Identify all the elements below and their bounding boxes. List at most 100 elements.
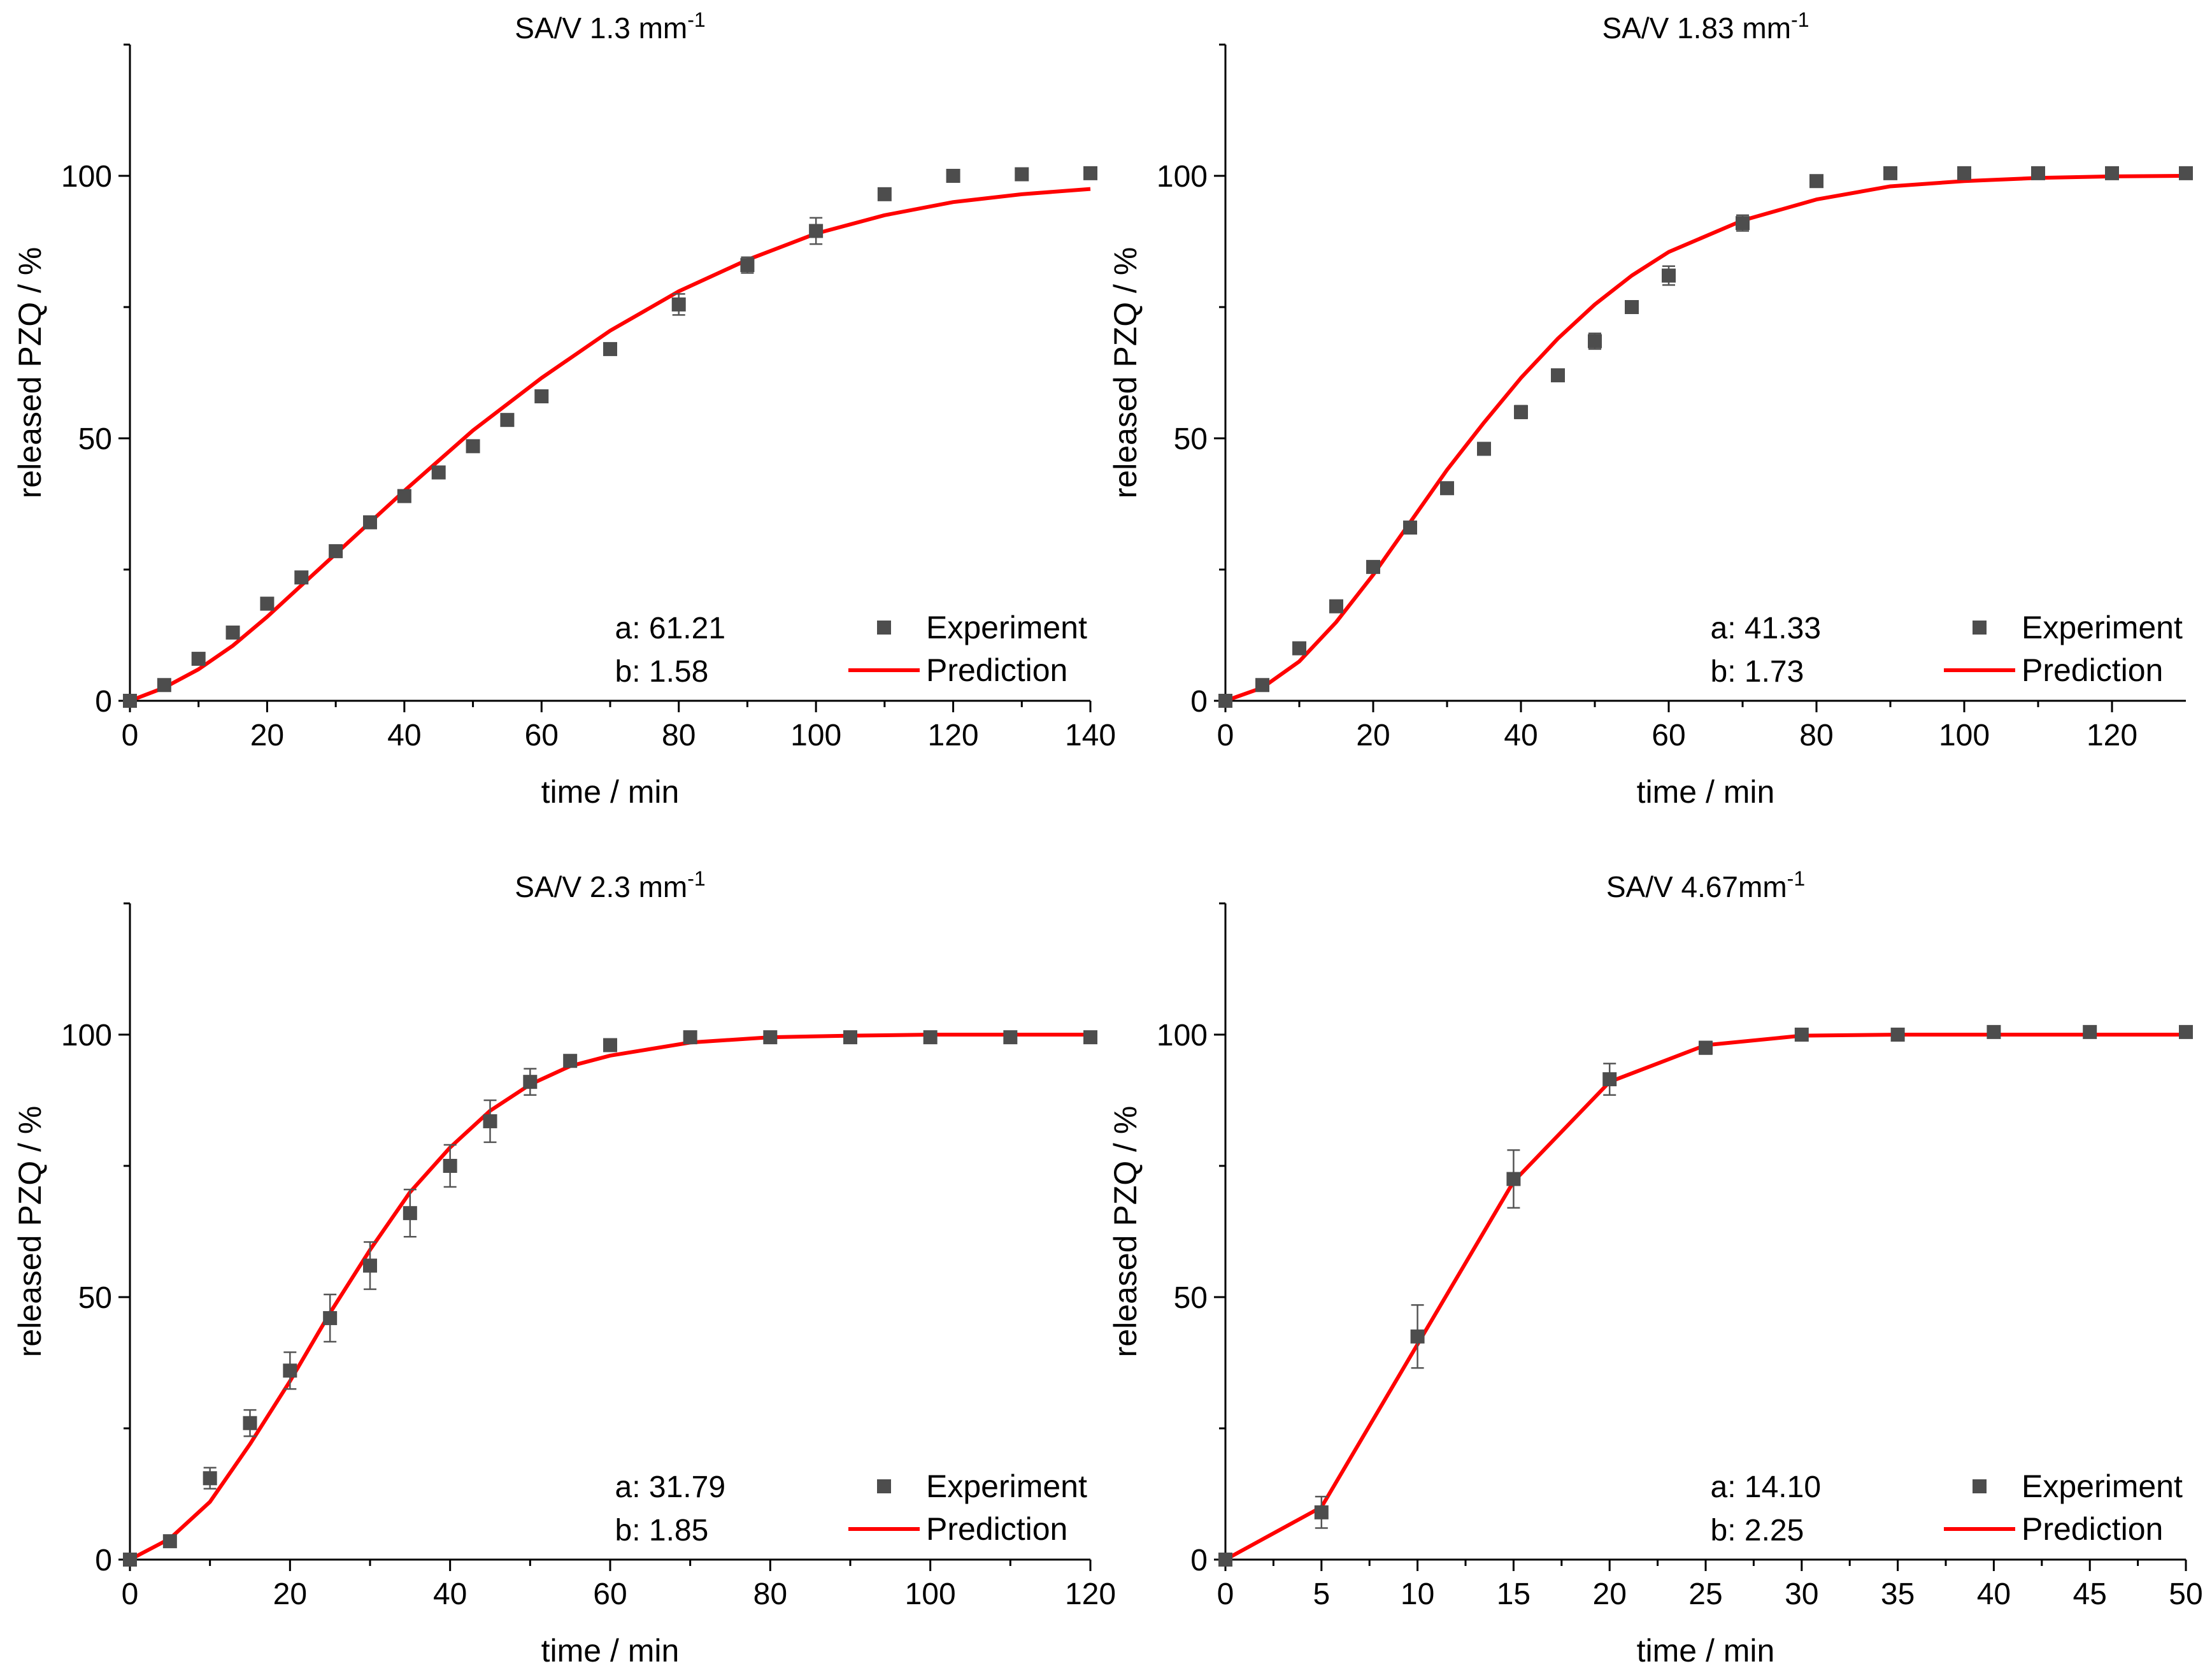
experiment-point (2105, 166, 2119, 180)
legend-experiment-label: Experiment (926, 610, 1087, 645)
experiment-point (1218, 1553, 1232, 1567)
experiment-point (946, 169, 960, 183)
experiment-point (500, 413, 515, 427)
experiment-point (403, 1206, 417, 1221)
experiment-point (1292, 641, 1306, 656)
y-tick-label: 50 (78, 1281, 112, 1315)
experiment-point (1883, 166, 1897, 180)
experiment-point (1794, 1028, 1809, 1042)
experiment-point (523, 1075, 538, 1089)
experiment-point (1809, 174, 1823, 189)
annotation-b: b: 1.85 (615, 1514, 709, 1547)
prediction-line (1224, 174, 2187, 703)
x-axis-label: time / min (541, 1633, 680, 1669)
chart-title-main: SA/V 4.67mm (1606, 870, 1787, 903)
experiment-point (683, 1030, 697, 1045)
x-tick-label: 80 (662, 719, 696, 752)
x-tick-label: 45 (2073, 1577, 2107, 1611)
experiment-point (1602, 1072, 1617, 1087)
annotation-b: b: 2.25 (1711, 1514, 1804, 1547)
experiment-point (2031, 166, 2045, 180)
y-tick-label: 50 (1174, 422, 1208, 456)
x-axis-label: time / min (1637, 1633, 1775, 1669)
experiment-point (1329, 599, 1343, 614)
x-tick-label: 0 (122, 1577, 139, 1611)
experiment-point (1957, 166, 1971, 180)
x-tick-label: 60 (593, 1577, 627, 1611)
x-tick-label: 25 (1688, 1577, 1722, 1611)
experiment-point (1003, 1030, 1018, 1045)
experiment-point (363, 1258, 377, 1273)
legend-experiment-label: Experiment (926, 1468, 1087, 1504)
legend-experiment-marker (877, 621, 891, 635)
experiment-point (1514, 405, 1528, 419)
experiment-point (431, 465, 446, 480)
panel-sav-4-67: SA/V 4.67mm-1 0 5 10 15 20 25 30 35 40 45 50 0 50 100 t… (1108, 867, 2203, 1669)
experiment-point (162, 1534, 177, 1549)
x-tick-label: 0 (1217, 719, 1234, 752)
x-tick-label: 40 (433, 1577, 467, 1611)
chart-title-superscript: -1 (1791, 8, 1809, 31)
legend-experiment-label: Experiment (2022, 610, 2183, 645)
annotation-b: b: 1.73 (1711, 655, 1804, 689)
y-tick-label: 0 (95, 685, 112, 719)
experiment-point (923, 1030, 938, 1045)
experiment-point (243, 1416, 257, 1430)
y-tick-label: 0 (95, 1544, 112, 1577)
experiment-point (1625, 300, 1639, 314)
experiment-point (1403, 521, 1417, 535)
experiment-point (763, 1030, 778, 1045)
x-tick-label: 40 (1977, 1577, 2011, 1611)
x-tick-label: 60 (525, 719, 559, 752)
experiment-point (563, 1054, 578, 1068)
x-tick-label: 0 (1217, 1577, 1234, 1611)
y-tick-label: 50 (78, 422, 112, 456)
experiment-point (123, 694, 137, 708)
legend-prediction-label: Prediction (2022, 1511, 2163, 1547)
y-tick-label: 100 (1157, 160, 1208, 194)
experiment-point (294, 570, 309, 585)
annotation-b: b: 1.58 (615, 655, 709, 689)
x-tick-label: 40 (387, 719, 421, 752)
experiment-point (123, 1553, 137, 1567)
experiment-point (843, 1030, 857, 1045)
experiment-point (225, 625, 240, 640)
experiment-point (1506, 1172, 1521, 1186)
experiment-point (1314, 1505, 1329, 1519)
legend-prediction-label: Prediction (926, 652, 1067, 688)
y-tick-label: 100 (1157, 1019, 1208, 1052)
panel-sav-2-3: SA/V 2.3 mm-1 0 20 40 60 80 100 120 0 50 100 time /… (12, 867, 1116, 1669)
x-tick-label: 20 (273, 1577, 307, 1611)
y-tick-label: 100 (61, 1019, 112, 1052)
experiment-point (671, 297, 686, 312)
x-tick-label: 20 (1356, 719, 1390, 752)
legend-prediction-label: Prediction (926, 1511, 1067, 1547)
y-axis-label: released PZQ / % (12, 247, 48, 499)
chart-title: SA/V 2.3 mm-1 (515, 867, 705, 903)
legend-experiment-marker (1973, 621, 1987, 635)
x-tick-label: 100 (1939, 719, 1990, 752)
annotation-a: a: 31.79 (615, 1470, 725, 1504)
chart-title-superscript: -1 (687, 8, 705, 31)
experiment-point (483, 1114, 497, 1128)
experiment-point (466, 439, 480, 454)
chart-title: SA/V 1.83 mm-1 (1602, 8, 1809, 45)
experiment-point (1218, 694, 1232, 708)
experiment-point (1662, 268, 1676, 283)
experiment-point (329, 544, 343, 559)
chart-title-superscript: -1 (1787, 867, 1805, 890)
experiment-point (2179, 166, 2193, 180)
experiment-point (260, 596, 275, 611)
experiment-point (1015, 167, 1029, 182)
x-tick-label: 30 (1785, 1577, 1818, 1611)
x-tick-label: 0 (122, 719, 139, 752)
y-tick-label: 0 (1190, 1544, 1208, 1577)
experiment-point (363, 515, 377, 529)
y-tick-label: 50 (1174, 1281, 1208, 1315)
experiment-point (603, 1038, 617, 1052)
y-tick-label: 0 (1190, 685, 1208, 719)
annotation-a: a: 61.21 (615, 612, 725, 645)
experiment-point (1083, 1030, 1097, 1045)
y-tick-label: 100 (61, 160, 112, 194)
